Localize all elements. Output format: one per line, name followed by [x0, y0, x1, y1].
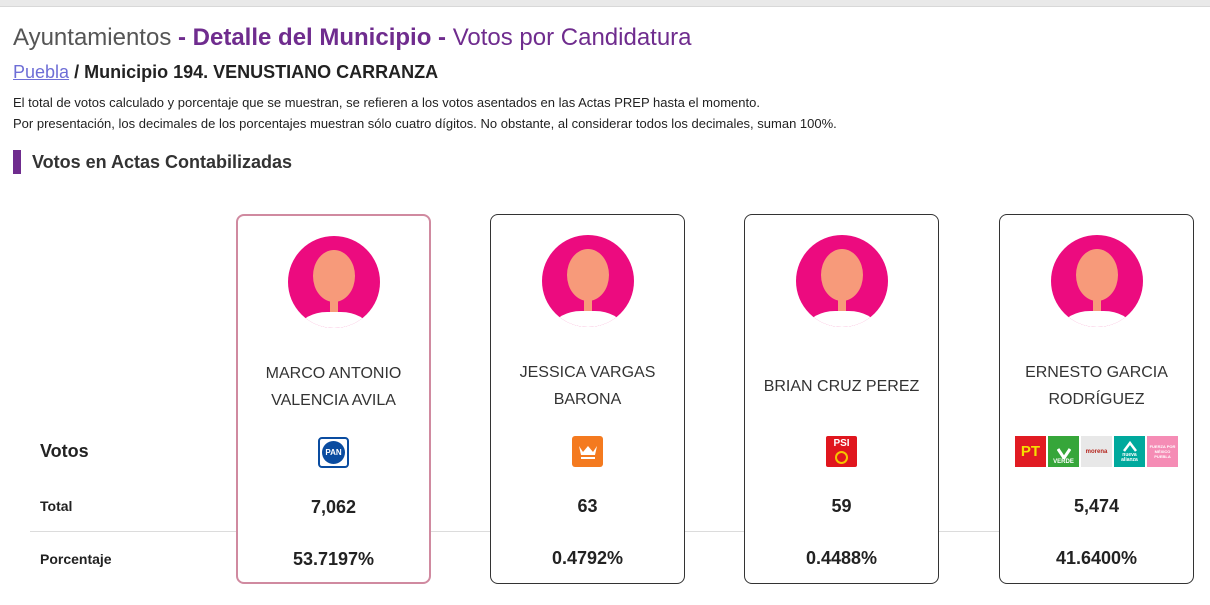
candidate-avatar-icon: [795, 235, 888, 327]
candidate-name: MARCO ANTONIO VALENCIA AVILA: [265, 365, 402, 409]
top-bar: [0, 0, 1210, 7]
title-separator: -: [431, 24, 453, 51]
nueva-alianza-logo-icon: nueva alianza: [1114, 436, 1145, 467]
breadcrumb-separator: /: [69, 62, 85, 82]
section-accent-bar: [13, 150, 21, 174]
candidate-total: 5,474: [1073, 496, 1120, 516]
fuerza-por-mexico-logo-icon: FUERZA POR MÉXICO PUEBLA: [1147, 436, 1178, 467]
verde-logo-icon: VERDE: [1048, 436, 1079, 467]
info-note: Por presentación, los decimales de los p…: [13, 116, 837, 131]
candidate-name: BRIAN CRUZ PEREZ: [763, 377, 920, 395]
breadcrumb-state-link[interactable]: Puebla: [13, 62, 70, 82]
breadcrumb: Puebla / Municipio 194. VENUSTIANO CARRA…: [13, 62, 438, 83]
psi-logo-icon: PSI: [826, 436, 857, 467]
candidate-avatar-icon: [1050, 235, 1143, 327]
candidate-total: 59: [831, 496, 852, 516]
candidate-avatar-icon: [287, 236, 380, 328]
title-sub: Votos por Candidatura: [452, 24, 692, 51]
section-title: Votos en Actas Contabilizadas: [32, 151, 293, 172]
percent-row-label: Porcentaje: [40, 551, 112, 567]
candidate-name: ERNESTO GARCIA RODRÍGUEZ: [1025, 364, 1168, 408]
candidate-card: BRIAN CRUZ PEREZ PSI 59 0.4488%: [744, 214, 939, 584]
candidate-card: JESSICA VARGAS BARONA 63 0.4792%: [490, 214, 685, 584]
movimiento-ciudadano-logo-icon: [572, 436, 603, 467]
pan-logo-icon: PAN: [318, 437, 349, 468]
section-heading: Votos en Actas Contabilizadas: [13, 150, 292, 174]
party-logos: PT VERDE morena nueva alianza FUERZA POR…: [1000, 436, 1193, 467]
morena-logo-icon: morena: [1081, 436, 1112, 467]
candidate-percent: 0.4488%: [805, 548, 878, 568]
title-separator: -: [171, 24, 193, 51]
votes-row-label: Votos: [40, 441, 89, 461]
breadcrumb-current: Municipio 194. VENUSTIANO CARRANZA: [84, 62, 439, 82]
party-logos: PAN: [238, 437, 429, 468]
party-logos: PSI: [745, 436, 938, 467]
candidate-card: MARCO ANTONIO VALENCIA AVILA PAN 7,062 5…: [236, 214, 431, 584]
info-note: El total de votos calculado y porcentaje…: [13, 95, 760, 110]
candidate-card: ERNESTO GARCIA RODRÍGUEZ PT VERDE morena…: [999, 214, 1194, 584]
candidate-total: 63: [577, 496, 598, 516]
total-row-label: Total: [40, 498, 73, 514]
candidate-name: JESSICA VARGAS BARONA: [519, 364, 656, 408]
title-main: Detalle del Municipio: [192, 24, 432, 51]
candidate-avatar-icon: [541, 235, 634, 327]
title-prefix: Ayuntamientos: [13, 24, 172, 51]
pt-logo-icon: PT: [1015, 436, 1046, 467]
candidate-percent: 41.6400%: [1055, 548, 1138, 568]
page-title: Ayuntamientos - Detalle del Municipio - …: [13, 24, 692, 52]
party-logos: [491, 436, 684, 467]
candidate-percent: 0.4792%: [551, 548, 624, 568]
candidate-percent: 53.7197%: [292, 549, 375, 569]
candidate-total: 7,062: [310, 497, 357, 517]
